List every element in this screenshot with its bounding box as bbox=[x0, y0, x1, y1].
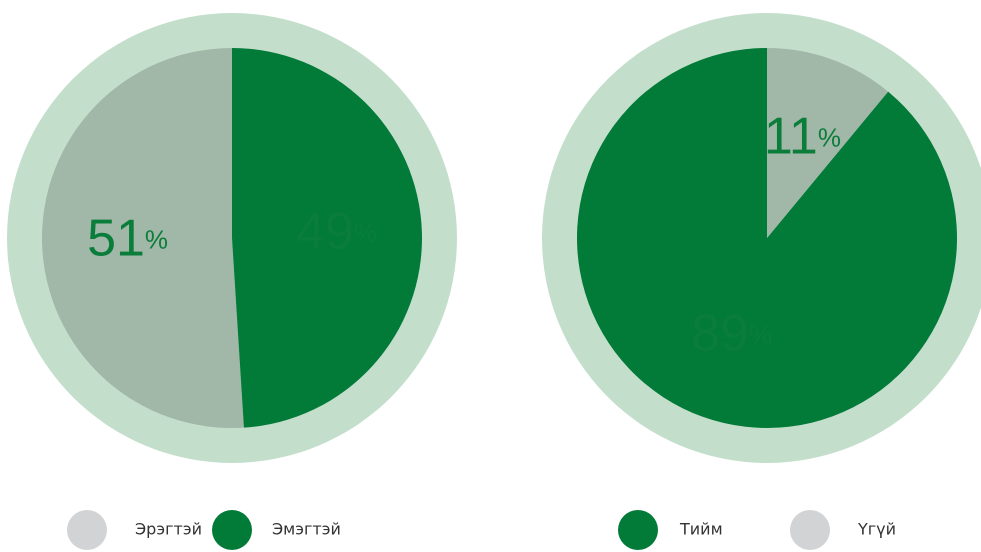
pie-slice bbox=[42, 48, 244, 428]
legend-label: Эмэгтэй bbox=[272, 520, 341, 539]
legend-label: Үгүй bbox=[857, 520, 896, 539]
value-label: 49% bbox=[296, 202, 377, 260]
value-unit: % bbox=[749, 319, 772, 349]
value-label: 51% bbox=[87, 209, 168, 267]
value-unit: % bbox=[818, 123, 841, 153]
legend-swatch bbox=[212, 510, 252, 550]
pie-slice bbox=[767, 47, 889, 238]
legend-label: Тийм bbox=[679, 520, 723, 539]
value-number: 51 bbox=[87, 209, 145, 267]
value-number: 11 bbox=[764, 107, 818, 165]
value-unit: % bbox=[354, 218, 377, 248]
value-number: 89 bbox=[691, 304, 749, 362]
legend-label: Эрэгтэй bbox=[135, 520, 202, 539]
legend-swatch bbox=[67, 510, 107, 550]
pie-slice bbox=[232, 48, 423, 428]
legend-swatch bbox=[618, 510, 658, 550]
legend-swatch bbox=[790, 510, 830, 550]
value-unit: % bbox=[145, 224, 168, 254]
value-label: 11% bbox=[764, 107, 841, 165]
value-number: 49 bbox=[296, 202, 354, 260]
value-label: 89% bbox=[691, 304, 772, 362]
